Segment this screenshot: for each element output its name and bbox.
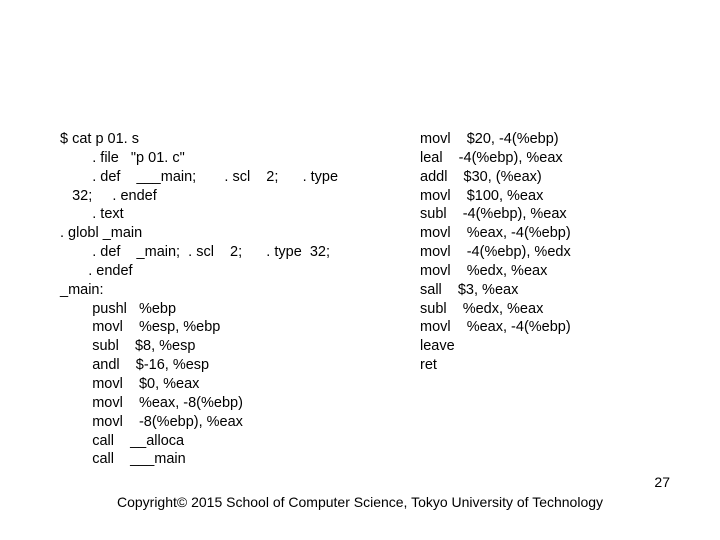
page-number: 27 <box>654 474 670 490</box>
right-code-column: movl $20, -4(%ebp) leal -4(%ebp), %eax a… <box>420 130 660 469</box>
left-code-column: $ cat p 01. s . file "p 01. c" . def ___… <box>60 130 420 469</box>
code-columns: $ cat p 01. s . file "p 01. c" . def ___… <box>0 0 720 469</box>
footer-copyright: Copyright© 2015 School of Computer Scien… <box>0 494 720 510</box>
